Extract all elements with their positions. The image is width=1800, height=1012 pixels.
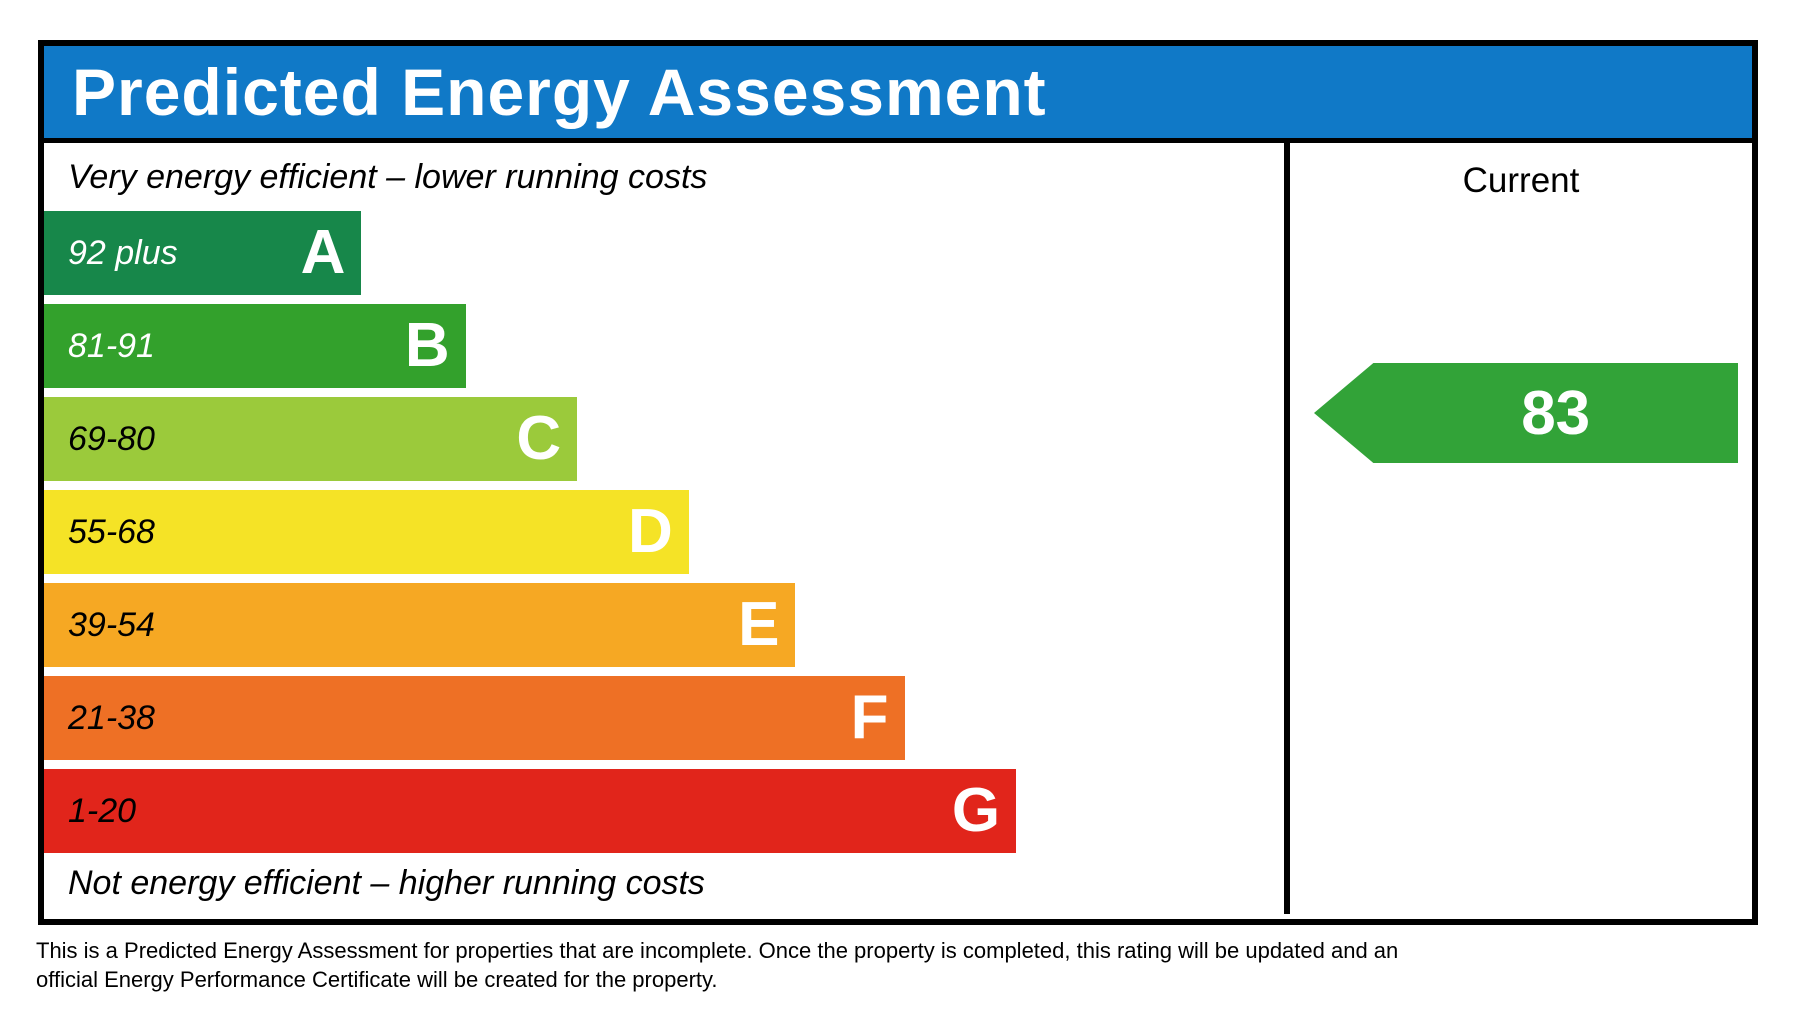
rating-scale-panel: Very energy efficient – lower running co… xyxy=(44,143,1284,914)
current-column: Current 83 xyxy=(1284,143,1752,914)
header-bar: Predicted Energy Assessment xyxy=(44,46,1752,143)
bands: 92 plus A 81-91 B 69-80 C 55-68 D 39-54 … xyxy=(44,211,1284,853)
band-letter: D xyxy=(628,497,673,566)
band-range: 21-38 xyxy=(68,698,155,737)
bottom-caption: Not energy efficient – higher running co… xyxy=(68,864,705,902)
band-row-d: 55-68 D xyxy=(44,490,689,574)
current-arrow: 83 xyxy=(1314,363,1738,463)
current-column-header: Current xyxy=(1462,161,1580,200)
band-range: 81-91 xyxy=(68,326,155,365)
band-letter: C xyxy=(516,404,562,473)
band-letter: E xyxy=(738,590,780,659)
band-range: 55-68 xyxy=(68,512,155,551)
band-letter: A xyxy=(300,218,346,287)
band-range: 39-54 xyxy=(68,605,155,644)
band-range: 92 plus xyxy=(68,233,178,272)
current-rating-value: 83 xyxy=(1521,378,1591,448)
band-row-e: 39-54 E xyxy=(44,583,796,667)
band-row-b: 81-91 B xyxy=(44,304,466,388)
chart-body: Very energy efficient – lower running co… xyxy=(44,143,1752,914)
band-letter: G xyxy=(951,776,1001,845)
band-letter: F xyxy=(850,683,889,752)
band-row-f: 21-38 F xyxy=(44,676,905,760)
energy-assessment-chart: Predicted Energy Assessment Very energy … xyxy=(38,40,1758,925)
footnote: This is a Predicted Energy Assessment fo… xyxy=(36,936,1398,994)
band-range: 69-80 xyxy=(68,419,155,458)
top-caption: Very energy efficient – lower running co… xyxy=(68,157,708,196)
band-row-c: 69-80 C xyxy=(44,397,578,481)
page-title: Predicted Energy Assessment xyxy=(72,55,1047,129)
band-row-a: 92 plus A xyxy=(44,211,362,295)
band-range: 1-20 xyxy=(68,791,137,830)
band-letter: B xyxy=(404,311,450,380)
footnote-line: official Energy Performance Certificate … xyxy=(36,967,718,992)
footnote-line: This is a Predicted Energy Assessment fo… xyxy=(36,938,1399,963)
band-row-g: 1-20 G xyxy=(44,769,1017,853)
